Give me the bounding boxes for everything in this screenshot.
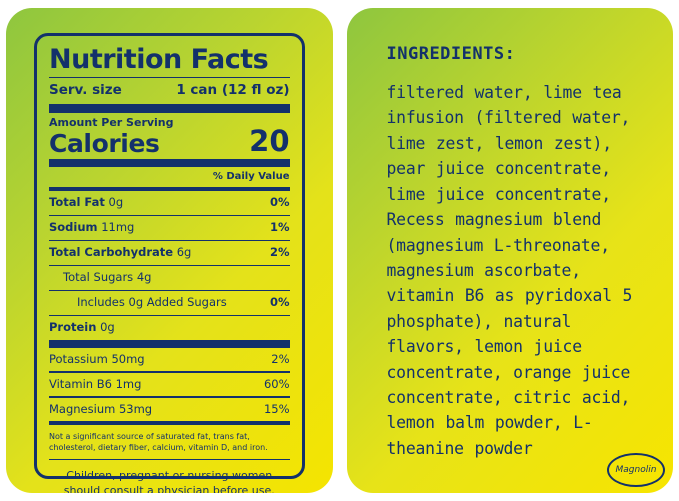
divider xyxy=(49,289,290,292)
nutrient-label: Includes 0g Added Sugars xyxy=(77,295,227,310)
divider-thick-3 xyxy=(49,339,290,348)
nutrition-advice: Children, pregnant or nursing women shou… xyxy=(63,469,275,493)
divider-medium xyxy=(49,187,290,192)
divider xyxy=(49,314,290,317)
nutrient-label: Total Carbohydrate xyxy=(49,245,174,260)
micronutrient-dv: 15% xyxy=(263,401,290,416)
table-row: Total Sugars 4g xyxy=(49,269,290,287)
nutrition-facts-panel: Nutrition Facts Serv. size 1 can (12 fl … xyxy=(6,8,333,493)
table-row: Protein 0g xyxy=(49,319,290,337)
nutrient-amount: 11mg xyxy=(101,220,135,235)
divider-medium-2 xyxy=(49,421,290,426)
nutrition-facts-title: Nutrition Facts xyxy=(49,44,269,75)
micronutrient-rows: Potassium 50mg 2% Vitamin B6 1mg 60% Mag… xyxy=(49,351,290,419)
calories-label: Calories xyxy=(49,129,160,159)
nutrient-amount: 0g xyxy=(108,195,124,210)
divider-thick xyxy=(49,104,290,114)
nutrient-dv: 1% xyxy=(269,220,290,235)
serving-size-label: Serv. size xyxy=(49,82,122,99)
divider xyxy=(49,214,290,217)
nutrient-dv: 0% xyxy=(269,195,290,210)
table-row: Magnesium 53mg 15% xyxy=(49,401,290,419)
micronutrient-label: Vitamin B6 1mg xyxy=(49,376,142,391)
ingredients-panel: INGREDIENTS: filtered water, lime tea in… xyxy=(346,8,673,493)
nutrient-amount: 6g xyxy=(176,245,192,260)
nutrient-amount: 4g xyxy=(136,270,152,285)
serving-size-row: Serv. size 1 can (12 fl oz) xyxy=(49,81,290,100)
table-row: Includes 0g Added Sugars 0% xyxy=(49,294,290,312)
divider xyxy=(49,239,290,242)
micronutrient-dv: 2% xyxy=(271,351,290,366)
nutrient-label: Total Fat xyxy=(49,195,105,210)
table-row: Total Carbohydrate 6g 2% xyxy=(49,244,290,262)
divider xyxy=(49,396,290,398)
brand-logo-text: Magnolin xyxy=(615,465,657,475)
table-row: Total Fat 0g 0% xyxy=(49,194,290,212)
table-row: Vitamin B6 1mg 60% xyxy=(49,376,290,394)
nutrient-rows: Total Fat 0g 0% Sodium 11mg 1% Total Car… xyxy=(49,194,290,337)
divider xyxy=(49,264,290,267)
nutrition-facts-card: Nutrition Facts Serv. size 1 can (12 fl … xyxy=(34,33,305,493)
divider xyxy=(49,371,290,373)
divider xyxy=(49,76,290,79)
daily-value-header: % Daily Value xyxy=(212,171,290,183)
nutrient-label: Sodium xyxy=(49,220,98,235)
nutrient-label: Protein xyxy=(49,320,97,335)
table-row: Potassium 50mg 2% xyxy=(49,351,290,369)
nutrient-label: Total Sugars xyxy=(63,270,134,285)
micronutrient-label: Potassium 50mg xyxy=(49,351,145,366)
brand-logo: Magnolin xyxy=(607,453,665,487)
table-row: Sodium 11mg 1% xyxy=(49,219,290,237)
micronutrient-label: Magnesium 53mg xyxy=(49,401,153,416)
ingredients-heading: INGREDIENTS: xyxy=(386,44,516,64)
divider-thick-2 xyxy=(49,159,290,168)
nutrition-footnote: Not a significant source of saturated fa… xyxy=(49,432,268,452)
nutrient-dv: 2% xyxy=(269,245,290,260)
serving-size-value: 1 can (12 fl oz) xyxy=(176,82,290,99)
divider xyxy=(49,458,290,461)
amount-per-serving-label: Amount Per Serving xyxy=(49,116,174,130)
calories-value: 20 xyxy=(249,124,290,159)
ingredients-body: filtered water, lime tea infusion (filte… xyxy=(386,83,633,458)
nutrient-amount: 0g xyxy=(100,320,115,335)
micronutrient-dv: 60% xyxy=(263,376,290,391)
calories-row: Calories 20 xyxy=(49,124,290,159)
nutrient-dv: 0% xyxy=(269,295,290,310)
ingredients-block: INGREDIENTS: filtered water, lime tea in… xyxy=(387,44,648,477)
